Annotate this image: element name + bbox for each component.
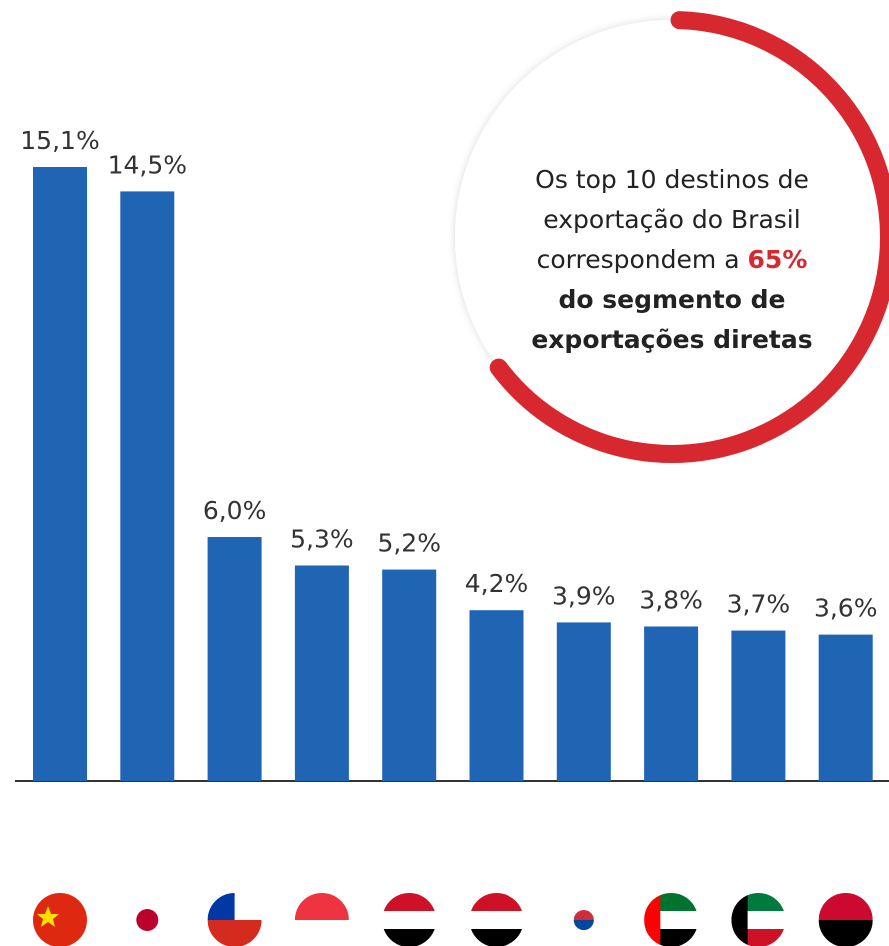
annotation-highlight: do segmento de <box>559 285 786 314</box>
flag-stripe <box>469 893 524 911</box>
annotation: Os top 10 destinos de exportação do Brasi… <box>535 165 809 274</box>
annotation-text: correspondem a <box>537 245 740 274</box>
value-label: 15,1% <box>20 126 99 155</box>
flag-disc <box>136 909 159 931</box>
value-label: 3,6% <box>814 594 878 623</box>
flag-stripe <box>294 893 349 920</box>
annotation-text: Os top 10 destinos de <box>535 165 809 194</box>
bar <box>644 626 699 781</box>
flag-stripe <box>469 929 524 946</box>
bar <box>818 634 873 781</box>
flag <box>382 893 437 946</box>
flag-bg <box>33 893 87 946</box>
value-label: 4,2% <box>465 569 529 598</box>
value-label: 5,3% <box>290 524 354 553</box>
flag-stripe <box>207 920 262 946</box>
flag <box>731 893 786 946</box>
flag-block <box>644 893 661 946</box>
flag-star <box>37 906 59 927</box>
bar <box>120 191 175 782</box>
annotation-text: exportação do Brasil <box>543 205 800 234</box>
flag-stripe <box>818 920 873 946</box>
bar <box>469 610 524 781</box>
flag <box>818 893 873 946</box>
value-label: 5,2% <box>377 529 441 558</box>
bar <box>382 569 437 781</box>
flag <box>556 893 611 946</box>
bar <box>33 167 87 781</box>
flag-stripe <box>382 893 437 911</box>
flag <box>207 893 262 946</box>
annotation-highlight: 65% <box>748 245 808 274</box>
flag <box>120 893 175 946</box>
flag <box>644 893 699 946</box>
bar <box>731 630 786 781</box>
flag-block <box>207 893 235 920</box>
annotation-line: correspondem a 65% <box>537 245 808 274</box>
bar <box>207 537 262 781</box>
bar <box>556 622 611 781</box>
flag <box>469 893 524 946</box>
annotation-highlight: exportações diretas <box>531 325 812 354</box>
value-label: 14,5% <box>108 150 187 179</box>
bar <box>294 565 349 781</box>
value-label: 3,7% <box>727 590 791 619</box>
annotation-line: Os top 10 destinos de <box>535 165 809 194</box>
flag-half <box>573 920 594 930</box>
annotation-circle <box>455 20 889 454</box>
flag-block <box>731 893 748 946</box>
flag-stripe <box>382 929 437 946</box>
annotation-arc <box>489 11 889 463</box>
value-label: 3,9% <box>552 581 616 610</box>
value-label: 3,8% <box>639 585 703 614</box>
flag <box>33 893 87 946</box>
flag <box>294 893 349 946</box>
value-label: 6,0% <box>203 496 267 525</box>
annotation-line: exportação do Brasil <box>543 205 800 234</box>
